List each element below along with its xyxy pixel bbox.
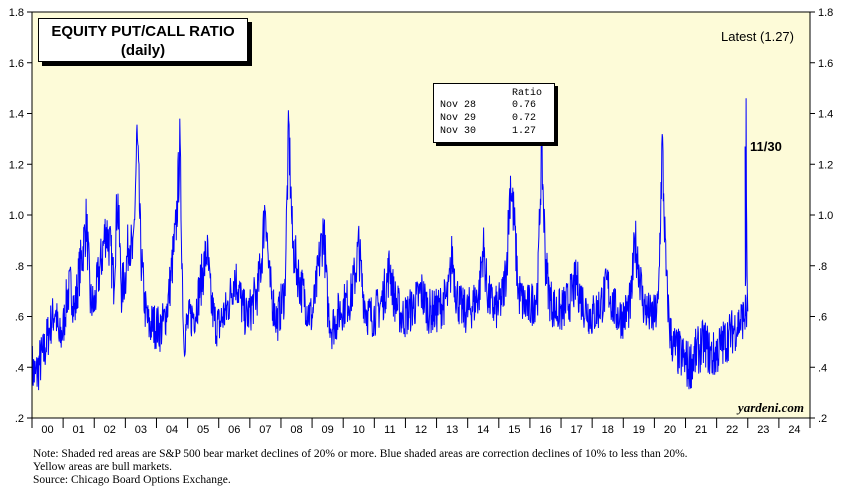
y-tick-label-right: .4 — [818, 362, 827, 374]
ratio-table-row: Nov 29 0.72 — [440, 112, 548, 125]
footnotes: Note: Shaded red areas are S&P 500 bear … — [33, 448, 688, 487]
x-tick-label: 22 — [726, 424, 738, 436]
x-tick-label: 04 — [166, 424, 178, 436]
y-tick-label-left: 1.4 — [9, 109, 24, 121]
chart-title-box: EQUITY PUT/CALL RATIO (daily) — [38, 18, 248, 62]
series-layer — [31, 98, 749, 391]
x-tick-label: 18 — [602, 424, 614, 436]
x-tick-label: 15 — [508, 424, 520, 436]
x-tick-label: 13 — [446, 424, 458, 436]
ratio-date: Nov 29 — [440, 113, 477, 124]
y-tick-label-left: 1.0 — [9, 210, 24, 222]
ratio-date: Nov 30 — [440, 126, 477, 137]
ratio-table-row: Nov 28 0.76 — [440, 99, 548, 112]
x-tick-label: 21 — [695, 424, 707, 436]
x-tick-label: 03 — [135, 424, 147, 436]
ratio-table-header: Ratio — [511, 88, 542, 99]
y-tick-label-left: 1.8 — [9, 7, 24, 19]
chart-title: EQUITY PUT/CALL RATIO — [51, 23, 235, 40]
y-tick-label-right: .6 — [818, 312, 827, 324]
x-tick-label: 02 — [104, 424, 116, 436]
footnote-line: Yellow areas are bull markets. — [33, 461, 173, 473]
credit-label: yardeni.com — [737, 400, 804, 415]
x-tick-label: 09 — [322, 424, 334, 436]
x-tick-label: 16 — [539, 424, 551, 436]
latest-label: Latest (1.27) — [721, 29, 794, 44]
x-tick-label: 12 — [415, 424, 427, 436]
y-tick-label-left: .2 — [15, 413, 24, 425]
x-tick-label: 24 — [788, 424, 800, 436]
x-tick-label: 01 — [73, 424, 85, 436]
latest-date-callout: 11/30 — [750, 139, 782, 154]
ratio-value: 0.72 — [511, 113, 536, 124]
ratio-date: Nov 28 — [440, 100, 477, 111]
y-tick-label-left: .4 — [15, 362, 24, 374]
y-tick-label-left: .8 — [15, 261, 24, 273]
footnote-line: Note: Shaded red areas are S&P 500 bear … — [33, 448, 688, 460]
x-tick-label: 10 — [353, 424, 365, 436]
x-tick-label: 19 — [633, 424, 645, 436]
x-tick-label: 06 — [228, 424, 240, 436]
x-tick-label: 08 — [290, 424, 302, 436]
y-tick-label-right: 1.8 — [818, 7, 833, 19]
x-tick-label: 05 — [197, 424, 209, 436]
footnote-line: Source: Chicago Board Options Exchange. — [33, 474, 231, 486]
y-tick-label-left: 1.2 — [9, 159, 24, 171]
ratio-table-row: Nov 30 1.27 — [440, 125, 548, 138]
y-tick-label-right: .2 — [818, 413, 827, 425]
plot-background — [32, 12, 810, 418]
y-tick-label-left: 1.6 — [9, 58, 24, 70]
y-tick-label-right: 1.2 — [818, 159, 833, 171]
chart-subtitle: (daily) — [120, 42, 166, 59]
ratio-value: 1.27 — [511, 126, 536, 137]
ratio-value: 0.76 — [511, 100, 536, 111]
x-tick-label: 00 — [41, 424, 53, 436]
y-tick-label-right: 1.0 — [818, 210, 833, 222]
x-tick-label: 11 — [384, 424, 395, 436]
x-tick-label: 17 — [570, 424, 582, 436]
y-tick-label-right: 1.6 — [818, 58, 833, 70]
ratio-table: Ratio Nov 28 0.76 Nov 29 0.72 Nov 30 1.2… — [433, 83, 555, 143]
y-tick-label-right: .8 — [818, 261, 827, 273]
y-tick-label-right: 1.4 — [818, 109, 833, 121]
x-tick-label: 07 — [259, 424, 271, 436]
x-tick-label: 23 — [757, 424, 769, 436]
y-tick-label-left: .6 — [15, 312, 24, 324]
axes-layer: .2 .2 .4 .4 .6 .6 .8 .8 1.0 1.0 1.2 1.2 1.4 1.4 1.6 1.6… — [9, 7, 834, 436]
series-line — [31, 98, 749, 391]
x-tick-label: 14 — [477, 424, 489, 436]
x-tick-label: 20 — [664, 424, 676, 436]
